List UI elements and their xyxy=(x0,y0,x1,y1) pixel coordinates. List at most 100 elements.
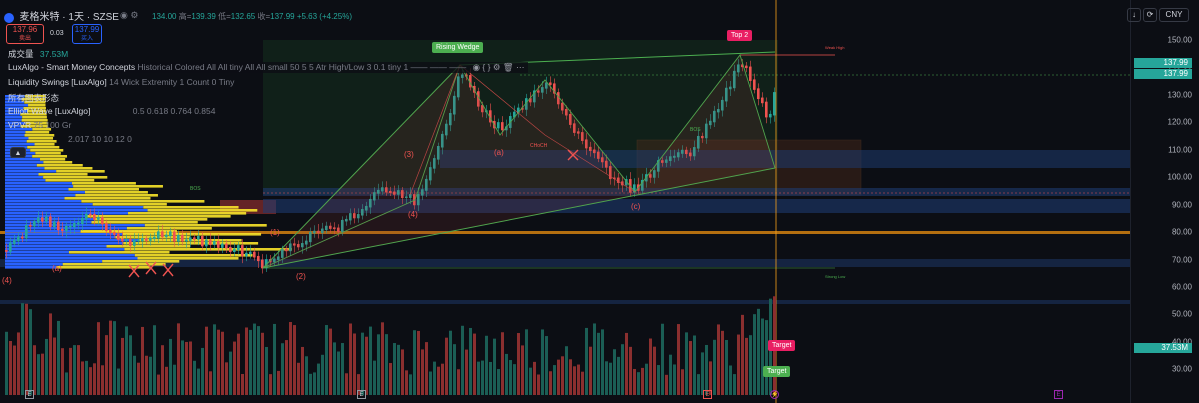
volume-bar xyxy=(329,328,332,395)
volume-bar xyxy=(401,349,404,395)
symbol-header[interactable]: 麦格米特 · 1天 · SZSE xyxy=(4,8,119,23)
vp-bar-down xyxy=(22,116,47,119)
candle-body xyxy=(17,236,20,242)
candle-body xyxy=(257,255,260,262)
volume-bar xyxy=(729,365,732,395)
price-tick-label: 80.00 xyxy=(1171,227,1192,237)
lightning-icon[interactable]: ⚡ xyxy=(770,390,779,399)
volume-bar xyxy=(641,367,644,395)
indicator-extra[interactable]: 2.017 10 10 12 0 xyxy=(8,134,132,144)
pattern-fill xyxy=(263,55,775,268)
event-marker[interactable]: E xyxy=(357,390,366,399)
refresh-button[interactable]: ⟳ xyxy=(1143,8,1157,22)
indicator-vpvr-params: 75 100 Gr xyxy=(33,120,72,130)
volume-bar xyxy=(133,355,136,395)
vp-bar-down xyxy=(144,224,267,227)
volume-bar xyxy=(37,354,40,395)
volume-bar xyxy=(49,313,52,395)
volume-bar xyxy=(441,363,444,395)
volume-label: 成交量 xyxy=(8,49,34,59)
candle-body xyxy=(89,213,92,216)
wave-label-3: (3) xyxy=(404,150,414,159)
volume-bar xyxy=(261,332,264,395)
candle-body xyxy=(513,111,516,118)
candle-body xyxy=(477,91,480,107)
volume-bar xyxy=(177,323,180,395)
candle-body xyxy=(329,225,332,229)
symbol-title[interactable]: 麦格米特 · 1天 · SZSE xyxy=(19,12,119,23)
vp-bar-up xyxy=(5,263,63,266)
rising-wedge-label[interactable]: Rising Wedge xyxy=(432,42,484,53)
candle-body xyxy=(233,248,236,253)
orange-line xyxy=(0,231,1130,234)
indicator-vpvr[interactable]: VPVR 75 100 Gr xyxy=(8,120,71,130)
vp-bar-up xyxy=(5,239,140,242)
volume-bar xyxy=(245,327,248,395)
price-chart[interactable] xyxy=(0,0,1130,403)
candle-body xyxy=(97,217,100,220)
volume-bar xyxy=(677,324,680,395)
vp-bar-down xyxy=(20,113,47,116)
settings-icon[interactable]: ⚙ xyxy=(130,10,139,20)
buy-label: 买入 xyxy=(80,36,93,42)
collapse-legend-button[interactable]: ▲ xyxy=(10,147,26,158)
volume-bar xyxy=(625,332,628,395)
volume-bar xyxy=(89,367,92,395)
candle-body xyxy=(705,123,708,139)
candle-body xyxy=(525,98,528,110)
volume-bar xyxy=(637,372,640,395)
volume-bar xyxy=(493,338,496,395)
vp-bar-down xyxy=(34,143,55,146)
vp-bar-up xyxy=(5,167,45,170)
candle-body xyxy=(345,218,348,222)
volume-legend[interactable]: 成交量 37.53M xyxy=(8,48,68,60)
vp-bar-down xyxy=(68,188,140,191)
volume-bar xyxy=(709,361,712,395)
wave-label-c: (c) xyxy=(631,202,641,211)
target-red-label[interactable]: Target xyxy=(768,340,796,351)
currency-button[interactable]: CNY xyxy=(1159,8,1189,22)
scroll-down-button[interactable]: ↓ xyxy=(1127,8,1141,22)
vp-bar-down xyxy=(93,218,208,221)
choch-text: CHoCH xyxy=(530,143,548,149)
volume-bar xyxy=(305,356,308,395)
vp-bar-up xyxy=(5,107,24,110)
volume-bar xyxy=(137,362,140,395)
eye-icon[interactable]: ◉ xyxy=(120,10,128,20)
vp-bar-up xyxy=(5,233,123,236)
target-green-label[interactable]: Target xyxy=(763,366,791,377)
vp-bar-down xyxy=(40,158,66,161)
volume-bar xyxy=(593,323,596,395)
event-marker[interactable]: E xyxy=(25,390,34,399)
chart-area[interactable]: 麦格米特 · 1天 · SZSE ◉ ⚙ 134.00 高=139.39 低=1… xyxy=(0,0,1130,403)
vp-bar-down xyxy=(123,242,259,245)
volume-bar xyxy=(285,340,288,395)
indicator-liquidity[interactable]: Liquidity Swings [LuxAlgo] 14 Wick Extre… xyxy=(8,77,234,87)
volume-bar xyxy=(257,326,260,395)
price-tick-label: 30.00 xyxy=(1171,364,1192,374)
vp-bar-down xyxy=(122,233,262,236)
top2-label[interactable]: Top 2 xyxy=(727,30,753,41)
volume-bar xyxy=(9,341,12,395)
indicator-smc[interactable]: LuxAlgo - Smart Money Concepts Historica… xyxy=(8,62,529,73)
volume-bar xyxy=(213,324,216,395)
candle-body xyxy=(305,240,308,245)
sell-button[interactable]: 137.96 卖出 xyxy=(6,24,44,44)
candle-body xyxy=(453,95,456,115)
volume-bar xyxy=(157,374,160,395)
indicator-smc-controls[interactable]: ◉ { } ⚙ 🗑 ⋯ xyxy=(472,62,525,72)
candle-body xyxy=(265,259,268,269)
vp-bar-down xyxy=(38,173,88,176)
volume-bar xyxy=(633,368,636,395)
vp-bar-down xyxy=(32,128,52,131)
price-axis[interactable]: ↓ ⟳ CNY 150.00140.00130.00120.00110.0010… xyxy=(1127,0,1199,403)
indicator-patterns[interactable]: 所有图表形态 xyxy=(8,92,59,104)
buy-button[interactable]: 137.99 买入 xyxy=(72,24,102,44)
indicator-elliott[interactable]: Elliott Wave [LuxAlgo] 0.5 0.618 0.764 0… xyxy=(8,106,215,116)
ohlc-close-value: 137.99 xyxy=(270,12,295,21)
event-marker[interactable]: E xyxy=(1054,390,1063,399)
candle-body xyxy=(621,181,624,186)
event-marker[interactable]: E xyxy=(703,390,712,399)
volume-bar xyxy=(53,337,56,395)
vp-bar-down xyxy=(36,164,83,167)
